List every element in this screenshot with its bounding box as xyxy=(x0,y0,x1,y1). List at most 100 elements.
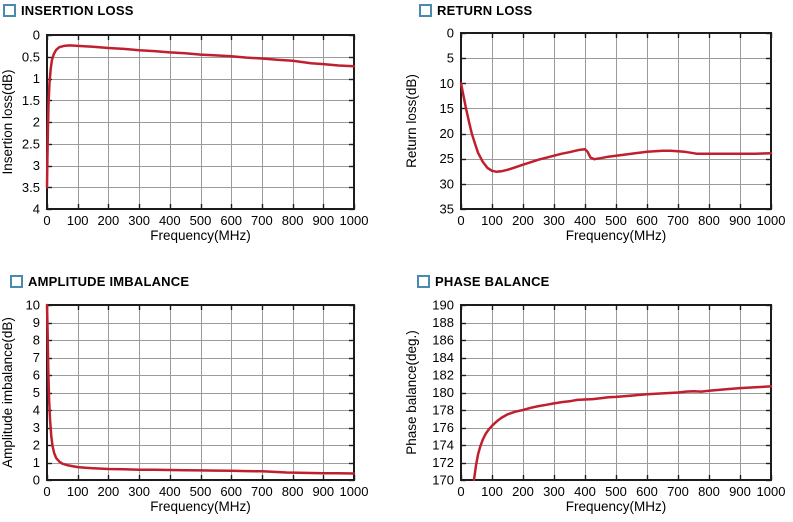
y-tick-label: 186 xyxy=(432,333,454,348)
y-tick-label: 2.5 xyxy=(22,136,40,151)
y-tick-label: 2 xyxy=(33,438,40,453)
tick-marks xyxy=(460,304,773,482)
y-tick-label: 184 xyxy=(432,350,454,365)
tick-marks xyxy=(460,32,773,211)
gridlines xyxy=(47,35,355,210)
y-tick-label: 4 xyxy=(33,403,40,418)
x-tick-label: 300 xyxy=(128,484,150,499)
y-tick-label: 180 xyxy=(432,385,454,400)
y-tick-label: 6 xyxy=(33,368,40,383)
y-tick-label: 3 xyxy=(33,420,40,435)
x-tick-label: 1000 xyxy=(757,484,786,499)
x-axis-label: Frequency(MHz) xyxy=(150,499,251,514)
tick-marks xyxy=(46,304,356,482)
chart-insertion-loss: INSERTION LOSS 0 0.5 1 1.5 2 2.5 3 3.5 4 0 100 200 3… xyxy=(0,0,390,262)
x-tick-label: 700 xyxy=(251,213,273,228)
x-tick-label: 400 xyxy=(574,213,596,228)
return-loss-plot: 0 5 10 15 20 25 30 35 0 100 200 300 400 500 600 700 800 9… xyxy=(400,20,793,267)
x-tick-label: 200 xyxy=(512,484,534,499)
y-tick-label: 178 xyxy=(432,403,454,418)
amplitude-imbalance-title-row: AMPLITUDE IMBALANCE xyxy=(10,274,189,289)
y-tick-label: 25 xyxy=(440,151,454,166)
y-tick-label: 174 xyxy=(432,438,454,453)
x-tick-label: 900 xyxy=(312,484,334,499)
x-tick-label: 800 xyxy=(698,484,720,499)
y-tick-label: 170 xyxy=(432,473,454,488)
y-tick-label: 1.5 xyxy=(22,93,40,108)
x-tick-label: 300 xyxy=(543,213,565,228)
x-tick-label: 200 xyxy=(98,484,120,499)
x-tick-label: 1000 xyxy=(340,213,369,228)
y-tick-label: 0 xyxy=(447,26,454,41)
y-tick-label: 4 xyxy=(33,202,40,217)
chart-title: INSERTION LOSS xyxy=(21,3,134,18)
x-tick-label: 300 xyxy=(128,213,150,228)
y-tick-label: 5 xyxy=(447,51,454,66)
x-tick-label: 900 xyxy=(312,213,334,228)
phase-balance-svg: 170 172 174 176 178 180 182 184 186 188 190 0 100 200… xyxy=(404,298,786,515)
x-tick-label: 600 xyxy=(636,213,658,228)
chart-return-loss: RETURN LOSS 0 5 10 15 20 25 30 35 0 100 200 300 400 5… xyxy=(400,0,793,262)
y-tick-label: 0 xyxy=(33,28,40,43)
y-tick-label: 3.5 xyxy=(22,180,40,195)
chart-title: AMPLITUDE IMBALANCE xyxy=(28,274,190,289)
y-tick-label: 2 xyxy=(33,115,40,130)
x-tick-label: 800 xyxy=(282,213,304,228)
phase-balance-title-row: PHASE BALANCE xyxy=(417,274,550,289)
section-marker-icon xyxy=(417,274,430,288)
gridlines xyxy=(47,305,355,481)
x-tick-label: 0 xyxy=(457,213,464,228)
y-tick-label: 1 xyxy=(33,455,40,470)
x-axis-label: Frequency(MHz) xyxy=(566,228,667,243)
y-tick-label: 3 xyxy=(33,158,40,173)
x-tick-label: 700 xyxy=(667,484,689,499)
amplitude-imbalance-curve xyxy=(45,303,356,475)
x-axis-label: Frequency(MHz) xyxy=(150,228,251,243)
section-marker-icon xyxy=(10,274,23,288)
y-tick-label: 15 xyxy=(440,101,454,116)
y-tick-label: 5 xyxy=(33,385,40,400)
x-tick-label: 300 xyxy=(543,484,565,499)
x-tick-label: 0 xyxy=(457,484,464,499)
section-marker-icon xyxy=(419,3,432,17)
x-tick-label: 100 xyxy=(481,484,503,499)
x-tick-label: 200 xyxy=(98,213,120,228)
y-tick-label: 10 xyxy=(440,76,454,91)
y-tick-label: 9 xyxy=(33,315,40,330)
y-tick-label: 8 xyxy=(33,333,40,348)
chart-phase-balance: PHASE BALANCE 170 172 174 176 178 180 182 184 18… xyxy=(400,272,793,522)
chart-amplitude-imbalance: AMPLITUDE IMBALANCE 0 1 2 3 4 5 6 7 8 9 10 0 100 200 3… xyxy=(0,272,390,522)
x-tick-label: 700 xyxy=(667,213,689,228)
y-tick-label: 188 xyxy=(432,315,454,330)
x-axis-label: Frequency(MHz) xyxy=(566,499,667,514)
y-tick-label: 0.5 xyxy=(22,49,40,64)
y-axis-label: Insertion loss(dB) xyxy=(0,69,15,174)
x-tick-label: 700 xyxy=(251,484,273,499)
x-tick-label: 0 xyxy=(43,484,50,499)
phase-balance-plot: 170 172 174 176 178 180 182 184 186 188 190 0 100 200… xyxy=(400,292,793,522)
y-tick-label: 30 xyxy=(440,176,454,191)
y-tick-label: 190 xyxy=(432,298,454,313)
x-tick-label: 800 xyxy=(282,484,304,499)
x-tick-label: 200 xyxy=(512,213,534,228)
x-tick-label: 100 xyxy=(481,213,503,228)
gridlines xyxy=(461,33,772,210)
chart-title: PHASE BALANCE xyxy=(435,274,550,289)
y-axis-label: Return loss(dB) xyxy=(404,74,419,168)
y-tick-label: 7 xyxy=(33,350,40,365)
insertion-loss-curve xyxy=(45,44,356,189)
return-loss-curve xyxy=(459,82,773,174)
x-tick-label: 100 xyxy=(67,484,89,499)
x-tick-label: 400 xyxy=(574,484,596,499)
insertion-loss-plot: 0 0.5 1 1.5 2 2.5 3 3.5 4 0 100 200 300 400 500 600 700 8… xyxy=(0,20,390,267)
x-tick-label: 600 xyxy=(220,484,242,499)
x-tick-label: 600 xyxy=(220,213,242,228)
x-tick-label: 1000 xyxy=(757,213,786,228)
amplitude-imbalance-plot: 0 1 2 3 4 5 6 7 8 9 10 0 100 200 300 400 500 600 700 800 900… xyxy=(0,292,390,522)
x-tick-label: 900 xyxy=(729,484,751,499)
y-tick-label: 176 xyxy=(432,420,454,435)
y-tick-label: 20 xyxy=(440,126,454,141)
